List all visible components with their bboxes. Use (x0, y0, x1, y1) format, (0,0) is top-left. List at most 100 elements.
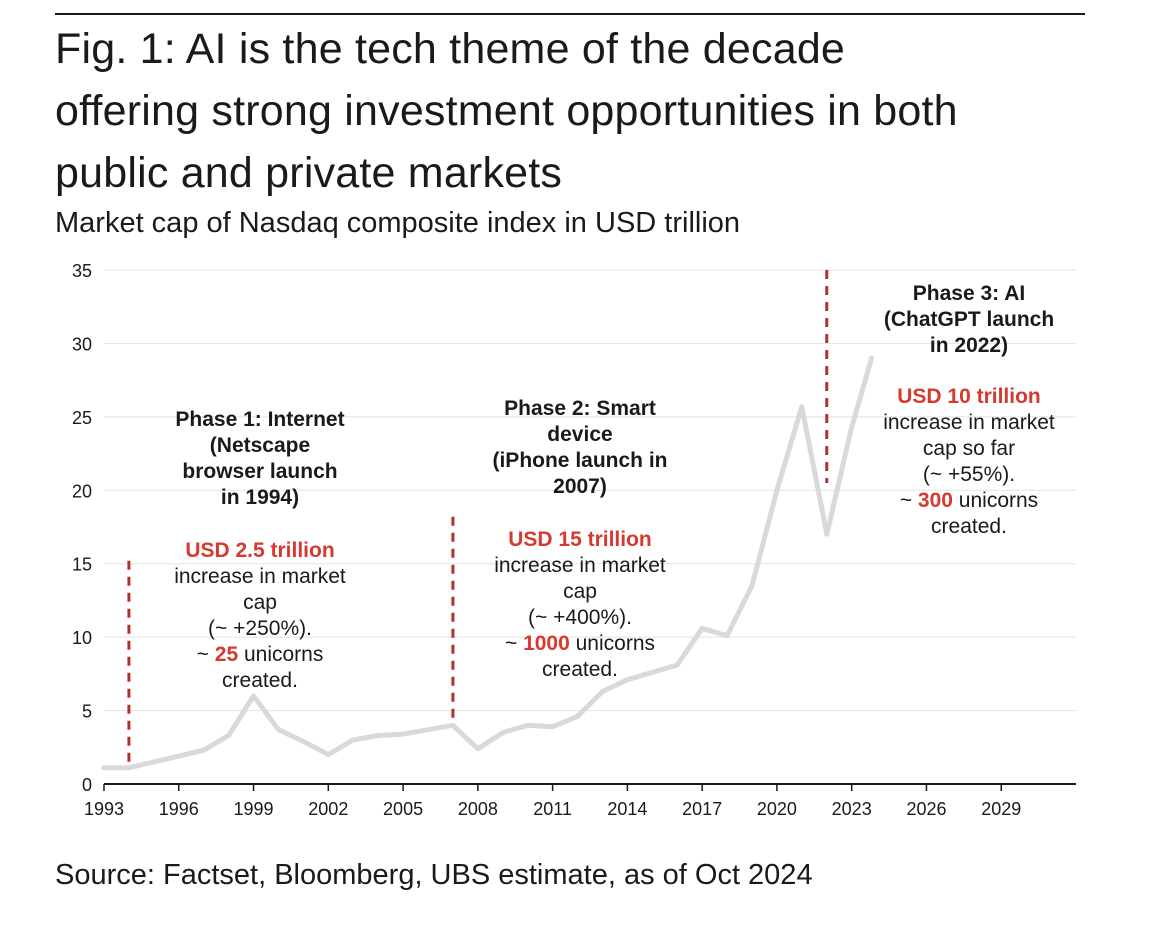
phase3-highlight: USD 10 trillion (897, 385, 1041, 408)
phase2-heading-line-1: Phase 2: Smart (504, 397, 656, 420)
phase2-unicorns: ~ 1000 unicorns (470, 631, 690, 657)
phase3-heading: Phase 3: AI (ChatGPT launch in 2022) (858, 281, 1080, 359)
phase1-heading-line-4: in 1994) (220, 486, 300, 509)
phase2-unicorn-count: 1000 (523, 632, 570, 655)
title-line-1: Fig. 1: AI is the tech theme of the deca… (55, 25, 846, 73)
phase2-heading-line-4: 2007) (553, 475, 607, 498)
y-tick-label: 5 (82, 702, 92, 722)
y-tick-label: 10 (72, 628, 92, 648)
phase1-unicorns: ~ 25 unicorns (150, 642, 370, 668)
chart-subtitle: Market cap of Nasdaq composite index in … (55, 207, 741, 239)
x-tick-label: 1996 (159, 799, 199, 819)
data-point (725, 634, 729, 638)
title-line-2: offering strong investment opportunities… (55, 87, 958, 135)
phase1-unicorn-count: 25 (214, 643, 239, 666)
x-tick-label: 2008 (458, 799, 498, 819)
y-tick-label: 15 (72, 555, 92, 575)
phase3-text-last: created. (931, 515, 1007, 538)
data-point (750, 584, 754, 588)
x-tick-label: 2014 (607, 799, 647, 819)
data-point (700, 626, 704, 630)
data-point (501, 731, 505, 735)
x-tick-label: 2020 (757, 799, 797, 819)
x-tick-label: 2011 (533, 799, 572, 819)
phase2-unicorn-suffix: unicorns (569, 632, 656, 655)
data-point (576, 714, 580, 718)
y-tick-label: 35 (72, 261, 92, 281)
phase1-heading-line-3: browser launch (182, 460, 338, 483)
data-point (127, 766, 131, 770)
data-point (800, 405, 804, 409)
phase3-unicorns: ~ 300 unicorns (858, 488, 1080, 514)
data-point (476, 747, 480, 751)
phase3-heading-line-2: (ChatGPT launch (883, 308, 1055, 331)
y-tick-label: 25 (72, 408, 92, 428)
data-point (526, 723, 530, 727)
data-point (376, 734, 380, 738)
phase3-text-1: increase in market (883, 411, 1055, 434)
phase1-text-last: created. (222, 669, 298, 692)
phase1-heading: Phase 1: Internet (Netscape browser laun… (150, 407, 370, 511)
x-tick-label: 2017 (682, 799, 722, 819)
data-point (202, 748, 206, 752)
market-cap-line (101, 355, 875, 771)
data-point (252, 694, 256, 698)
phase3-text-3: (~ +55%). (922, 463, 1016, 486)
data-point (301, 739, 305, 743)
data-point (600, 689, 604, 693)
data-point (102, 766, 106, 770)
phase2-text-1: increase in market (494, 554, 666, 577)
data-point (551, 725, 555, 729)
phase2-highlight: USD 15 trillion (508, 528, 652, 551)
data-point (825, 532, 829, 536)
data-point (351, 738, 355, 742)
figure-title: Fig. 1: AI is the tech theme of the deca… (55, 18, 1115, 204)
data-point (401, 732, 405, 736)
y-tick-label: 20 (72, 481, 92, 501)
phase1-heading-line-1: Phase 1: Internet (175, 408, 345, 431)
phase3-unicorn-count: 300 (917, 489, 953, 512)
phase1-highlight: USD 2.5 trillion (185, 539, 335, 562)
phase1-text-3: (~ +250%). (208, 617, 312, 640)
data-point (451, 723, 455, 727)
data-point (850, 425, 854, 429)
x-tick-label: 2029 (981, 799, 1021, 819)
phase1-heading-line-2: (Netscape (209, 434, 311, 457)
phase1-unicorn-suffix: unicorns (238, 643, 324, 666)
y-tick-label: 30 (72, 334, 92, 354)
data-point (227, 734, 231, 738)
phase3-details: USD 10 trillion increase in market cap s… (858, 384, 1080, 540)
x-tick-label: 2023 (832, 799, 872, 819)
x-tick-label: 2005 (383, 799, 423, 819)
title-line-3: public and private markets (55, 149, 563, 197)
x-tick-label: 2002 (308, 799, 348, 819)
phase3-unicorn-prefix: ~ (899, 489, 918, 512)
phase3-unicorn-suffix: unicorns (952, 489, 1039, 512)
phase2-details: USD 15 trillion increase in market cap (… (470, 527, 690, 683)
phase2-unicorn-prefix: ~ (504, 632, 524, 655)
data-point (775, 488, 779, 492)
phase1-unicorn-prefix: ~ (196, 643, 215, 666)
data-point (625, 678, 629, 682)
phase2-text-2: cap (563, 580, 597, 603)
data-point (326, 753, 330, 757)
y-tick-label: 0 (82, 775, 92, 795)
data-point (276, 728, 280, 732)
phase1-text-2: cap (243, 591, 277, 614)
data-point (675, 663, 679, 667)
top-rule (55, 13, 1085, 15)
data-point (426, 728, 430, 732)
data-point (152, 760, 156, 764)
phase3-heading-line-1: Phase 3: AI (912, 282, 1026, 305)
phase1-details: USD 2.5 trillion increase in market cap … (150, 538, 370, 694)
x-tick-label: 1993 (84, 799, 124, 819)
phase2-text-3: (~ +400%). (528, 606, 632, 629)
data-point (650, 670, 654, 674)
phase2-heading-line-2: device (547, 423, 613, 446)
data-point (870, 356, 874, 360)
phase3-text-2: cap so far (922, 437, 1016, 460)
phase2-text-last: created. (542, 658, 618, 681)
phase2-heading-line-3: (iPhone launch in (492, 449, 668, 472)
x-tick-label: 1999 (234, 799, 274, 819)
